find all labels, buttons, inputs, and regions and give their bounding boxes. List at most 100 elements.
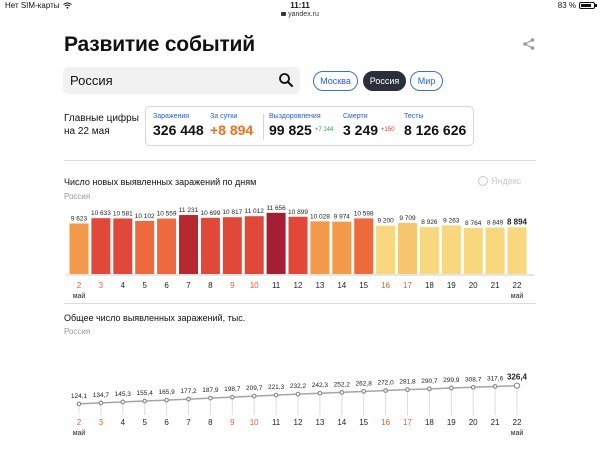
bar — [222, 217, 242, 274]
data-point — [470, 384, 476, 390]
stat-daily: За сутки +8 894 — [210, 113, 253, 138]
summary-stats-card: Заражения 326 448 За сутки +8 894 Выздор… — [145, 106, 474, 146]
data-point — [273, 392, 279, 398]
data-point — [295, 391, 301, 397]
x-tick-label: 7 — [186, 281, 191, 290]
bar-value-label: 10 581 — [113, 210, 133, 217]
x-tick-label: 9 — [230, 418, 235, 427]
tab-moscow[interactable]: Москва — [313, 71, 358, 91]
bar-value-label: 9 263 — [443, 217, 460, 224]
point-value-label: 262,8 — [356, 380, 373, 387]
stats-divider — [263, 114, 264, 140]
stat-recovered: Выздоровления 99 825 +7 144 — [269, 113, 333, 138]
x-tick-label: 21 — [491, 418, 500, 427]
region-search-field[interactable]: Россия — [63, 67, 300, 94]
point-value-label: 232,2 — [290, 383, 307, 390]
bar — [332, 221, 352, 274]
bar-value-label: 8 764 — [465, 220, 482, 227]
battery-percent: 83 % — [557, 1, 576, 10]
x-tick-label: 20 — [469, 281, 478, 290]
tab-russia[interactable]: Россия — [363, 71, 406, 91]
url-text: yandex.ru — [288, 11, 319, 18]
point-value-label: 198,7 — [224, 386, 241, 393]
bar-value-label: 9 974 — [334, 214, 351, 221]
stat-value: 8 126 626 — [404, 122, 467, 138]
x-month-label: май — [73, 292, 86, 300]
bar-value-label: 10 633 — [91, 210, 111, 217]
bar — [463, 227, 483, 274]
point-value-label: 252,2 — [334, 381, 351, 388]
bar-value-label: 10 028 — [310, 213, 330, 220]
point-value-label: 308,7 — [465, 376, 482, 383]
x-month-label: май — [511, 429, 524, 437]
share-icon[interactable] — [522, 37, 536, 51]
point-value-label: 187,9 — [202, 387, 219, 394]
watermark-text: Яндекс — [491, 176, 522, 186]
x-tick-label: 16 — [381, 418, 390, 427]
data-point — [405, 387, 410, 393]
data-point — [98, 400, 104, 406]
bar-value-label: 10 559 — [157, 211, 177, 218]
bar — [398, 223, 417, 274]
stat-infections: Заражения 326 448 — [153, 113, 204, 138]
section-divider — [64, 303, 536, 304]
yandex-watermark: Яндекс — [478, 176, 521, 186]
stat-tests: Тесты 8 126 626 — [404, 113, 466, 138]
summary-label-line1: Главные цифры — [64, 113, 139, 124]
url-bar[interactable]: yandex.ru — [0, 11, 600, 18]
data-point — [186, 396, 191, 402]
search-icon[interactable] — [278, 72, 294, 88]
bar-value-label: 8 894 — [507, 217, 528, 226]
data-point — [207, 395, 213, 401]
x-tick-label: 10 — [250, 418, 259, 427]
point-value-label: 221,3 — [268, 384, 285, 391]
point-value-label: 326,4 — [507, 373, 528, 382]
carrier-label: Нет SIM-карты — [5, 1, 60, 10]
point-value-label: 124,1 — [71, 393, 88, 400]
bar — [69, 223, 89, 274]
tab-world[interactable]: Мир — [410, 71, 443, 91]
bar-value-label: 9 200 — [377, 218, 394, 225]
bar-value-label: 8 849 — [487, 220, 504, 227]
x-tick-label: 8 — [208, 418, 213, 427]
stat-value: 326 448 — [153, 122, 204, 138]
point-value-label: 134,7 — [93, 392, 110, 399]
total-cases-line-chart: 124,1 2 134,7 3 145,3 4 155,4 5 165,9 6 177,2 7 187,… — [71, 373, 528, 437]
x-tick-label: 11 — [272, 281, 281, 290]
x-tick-label: 22 — [513, 418, 522, 427]
x-tick-label: 19 — [447, 281, 456, 290]
x-tick-label: 19 — [447, 418, 456, 427]
x-tick-label: 12 — [294, 418, 303, 427]
data-point — [492, 384, 498, 389]
status-bar: Нет SIM-карты 11:11 83 % — [0, 0, 600, 12]
x-tick-label: 5 — [142, 418, 147, 427]
x-tick-label: 4 — [121, 418, 126, 427]
stat-value: +8 894 — [210, 122, 254, 138]
bar-value-label: 10 899 — [288, 209, 308, 216]
wifi-icon — [62, 2, 72, 9]
x-tick-label: 14 — [337, 281, 346, 290]
x-tick-label: 13 — [315, 281, 324, 290]
x-tick-label: 20 — [469, 418, 478, 427]
search-input[interactable]: Россия — [70, 73, 113, 88]
x-month-label: май — [73, 429, 86, 437]
bar — [91, 218, 111, 274]
bar — [376, 225, 396, 274]
x-month-label: май — [511, 292, 524, 300]
point-value-label: 165,9 — [158, 389, 175, 396]
x-tick-label: 17 — [403, 281, 412, 290]
data-point — [142, 398, 148, 404]
stat-label: За сутки — [210, 113, 238, 120]
clock: 11:11 — [290, 1, 310, 10]
data-point — [427, 386, 432, 392]
data-point — [76, 401, 82, 407]
stat-label: Смерти — [343, 113, 368, 120]
bar-value-label: 8 926 — [421, 219, 438, 226]
bar-value-label: 10 699 — [200, 210, 220, 217]
summary-label-line2: на 22 мая — [64, 126, 110, 137]
bar — [354, 218, 374, 274]
stat-value: 3 249 — [343, 122, 379, 138]
x-tick-label: 21 — [491, 281, 500, 290]
section-divider — [64, 160, 536, 161]
point-value-label: 145,3 — [115, 391, 132, 398]
